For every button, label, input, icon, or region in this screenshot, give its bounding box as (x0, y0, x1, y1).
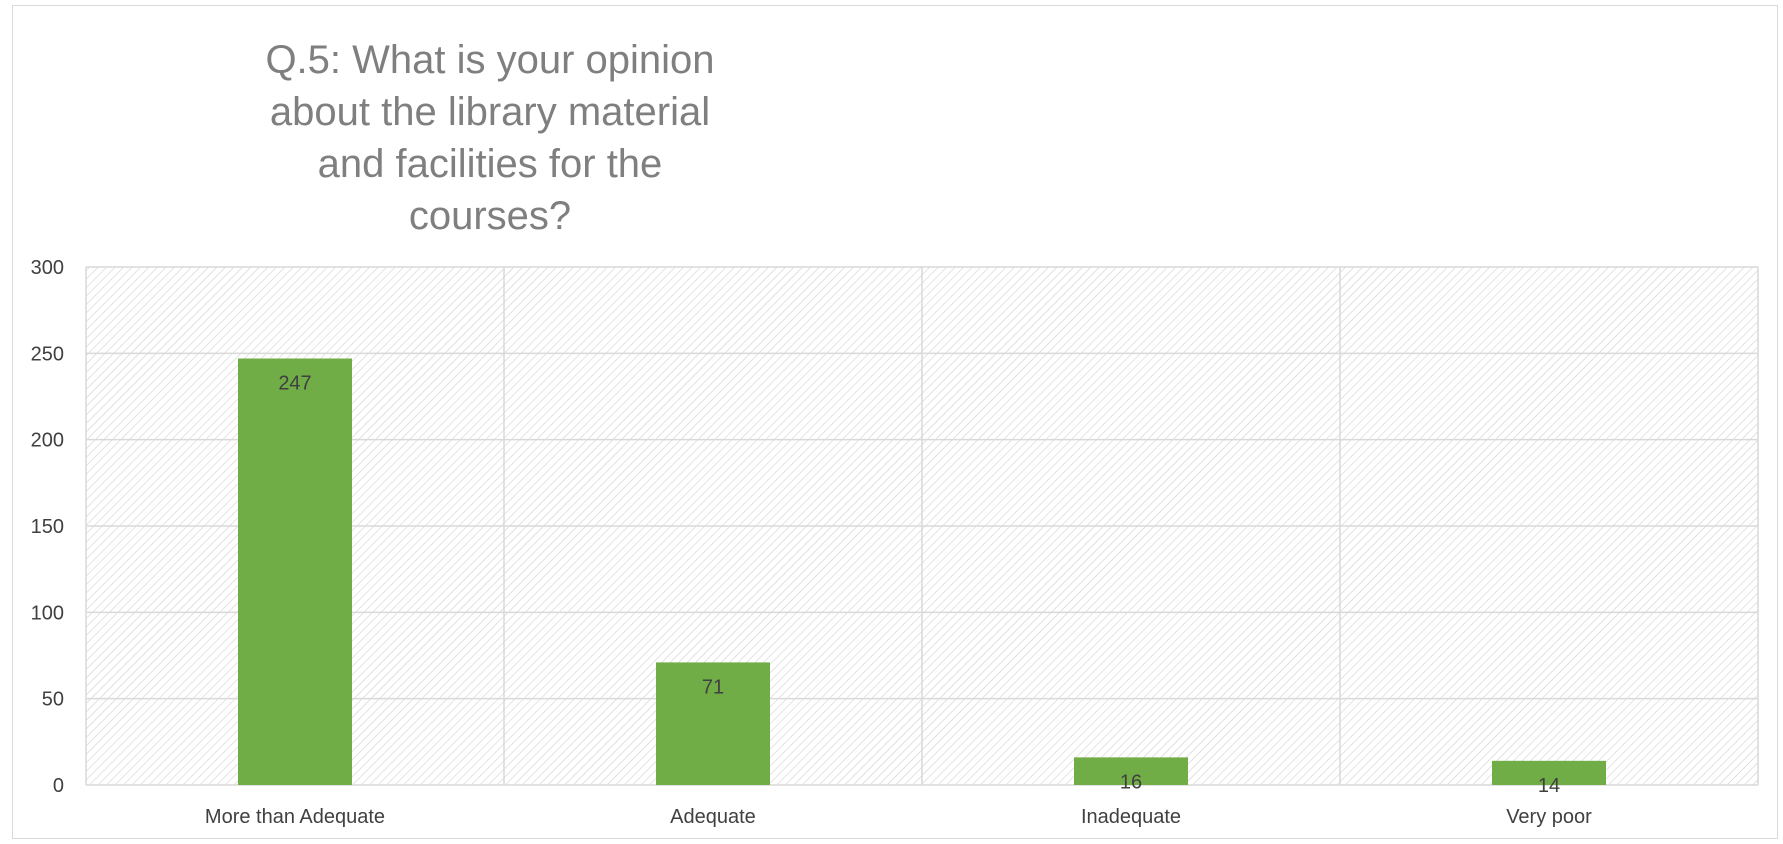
y-tick-label: 0 (53, 775, 64, 797)
x-tick-label: Very poor (1506, 806, 1592, 828)
bar (1074, 757, 1188, 785)
data-label: 14 (1538, 775, 1560, 797)
x-tick-label: Inadequate (1081, 806, 1181, 828)
chart-title-line: Q.5: What is your opinion (265, 38, 715, 82)
y-tick-label: 50 (42, 689, 64, 711)
data-label: 71 (702, 676, 724, 698)
data-label: 247 (278, 373, 311, 395)
y-tick-label: 200 (31, 430, 64, 452)
plot-area: 0 50 100 150 200 250 300 247 More than Adequate 7… (31, 257, 1759, 828)
chart-title-line: and facilities for the (317, 142, 663, 186)
bar (238, 358, 352, 785)
chart-title-line: about the library material (269, 90, 711, 134)
y-tick-label: 300 (31, 257, 64, 279)
bar (656, 662, 770, 785)
y-tick-label: 100 (31, 602, 64, 624)
data-label: 16 (1120, 771, 1142, 793)
x-tick-label: More than Adequate (205, 806, 385, 828)
chart-title-line: courses? (408, 194, 572, 238)
chart-title: Q.5: What is your opinion about the libr… (230, 34, 750, 242)
x-tick-label: Adequate (670, 806, 756, 828)
y-tick-label: 150 (31, 516, 64, 538)
y-tick-label: 250 (31, 343, 64, 365)
bar (1492, 760, 1606, 785)
